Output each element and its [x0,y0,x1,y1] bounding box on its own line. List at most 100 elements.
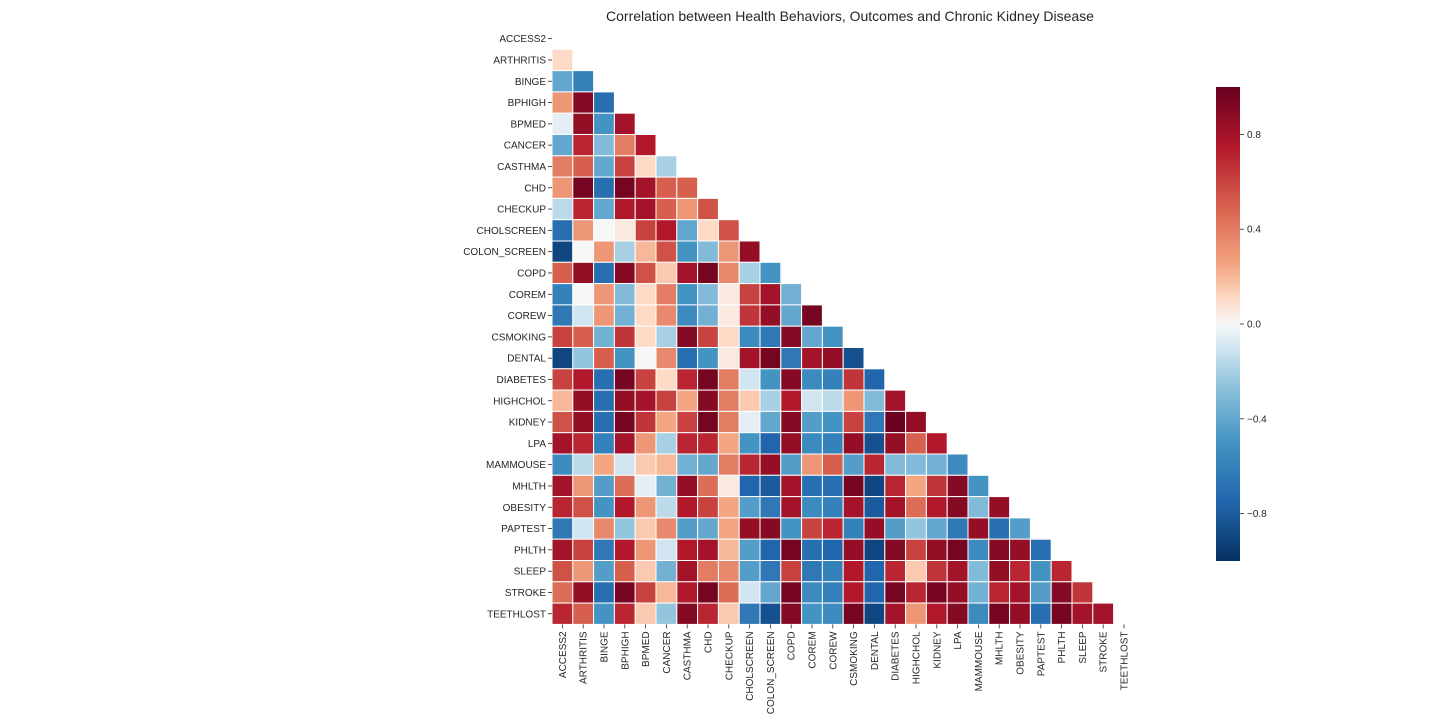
heatmap-cell [676,240,699,263]
heatmap-cell [613,410,636,434]
heatmap-cell [801,474,823,498]
heatmap-cell [738,368,761,391]
x-tick-label: COPD [787,631,798,660]
heatmap-cell [946,602,969,625]
heatmap-cell [572,176,595,199]
heatmap-cell [780,347,803,370]
heatmap-cell [842,432,865,455]
heatmap-cell [884,474,907,498]
heatmap-cell [572,219,595,242]
heatmap-cell [572,496,595,519]
heatmap-cell [780,283,803,306]
heatmap-cell [655,453,678,476]
heatmap-cell [613,602,636,625]
heatmap-cell [676,581,699,604]
heatmap-cell [551,602,574,625]
heatmap-cell [676,602,699,625]
heatmap-cell [634,219,657,242]
heatmap-cell [967,474,990,498]
heatmap-cell [738,283,761,306]
heatmap-cell [925,517,948,540]
x-tick-label: DENTAL [870,631,881,670]
heatmap-cell [1050,560,1073,583]
heatmap-cell [551,283,574,306]
heatmap-cell [676,410,699,434]
y-tick-label: CSMOKING [492,332,547,343]
x-axis-tick-labels: ACCESS2 ARTHRITIS BINGE BPHIGH BPMED CANCER CA… [558,624,1131,714]
heatmap-cell [551,176,574,199]
heatmap-cell [738,560,761,583]
heatmap-cell [593,560,615,583]
heatmap-cell [863,453,886,476]
heatmap-cell [634,176,657,199]
heatmap-cell [738,304,761,327]
heatmap-cell [988,538,1011,562]
heatmap-cell [613,304,636,327]
heatmap-cell [551,91,574,114]
heatmap-cell [572,602,595,625]
heatmap-cell [801,389,823,412]
heatmap-cell [801,453,823,476]
heatmap-cell [697,474,719,498]
heatmap-cell [634,560,657,583]
heatmap-cell [613,176,636,199]
heatmap-cell [655,176,678,199]
heatmap-cell [946,453,969,476]
heatmap-cell [593,219,615,242]
heatmap-cell [780,581,803,604]
heatmap-cell [967,581,990,604]
heatmap-cell [842,517,865,540]
heatmap-cell [572,304,595,327]
y-tick-label: ACCESS2 [499,34,546,45]
heatmap-cell [759,453,782,476]
heatmap-cell [655,219,678,242]
heatmap-cell [780,496,803,519]
heatmap-cell [821,325,844,349]
heatmap-cell [551,560,574,583]
heatmap-cell [863,602,886,625]
y-tick-label: MAMMOUSE [486,460,546,471]
x-tick-label: ACCESS2 [558,631,569,678]
heatmap-cell [634,240,657,263]
heatmap-cell [717,496,740,519]
heatmap-cell [634,410,657,434]
y-tick-label: PHLTH [514,545,546,556]
heatmap-cell [572,240,595,263]
heatmap-cell [759,304,782,327]
heatmap-cell [946,517,969,540]
heatmap-cell [572,347,595,370]
heatmap-cell [593,261,615,285]
heatmap-cell [717,347,740,370]
heatmap-cell [613,474,636,498]
x-tick-label: COREW [828,631,839,670]
y-tick-label: ARTHRITIS [493,55,546,66]
heatmap-cell [717,219,740,242]
heatmap-cell [925,432,948,455]
heatmap-cell [780,474,803,498]
heatmap-cell [572,538,595,562]
heatmap-cell [697,602,719,625]
heatmap-cell [717,538,740,562]
heatmap-cell [613,283,636,306]
x-tick-label: KIDNEY [932,631,943,669]
heatmap-cell [697,389,719,412]
heatmap-cell [905,410,927,434]
heatmap-cell [842,453,865,476]
heatmap-cell [551,389,574,412]
y-tick-label: LPA [528,439,546,450]
heatmap-cell [593,91,615,114]
heatmap-cell [821,432,844,455]
heatmap-cell [593,474,615,498]
heatmap-cell [821,368,844,391]
heatmap-cell [884,602,907,625]
heatmap-cell [717,283,740,306]
heatmap-cell [863,389,886,412]
heatmap-cell [863,474,886,498]
heatmap-cell [551,538,574,562]
y-tick-label: CHECKUP [497,205,546,216]
heatmap-cell [613,197,636,221]
heatmap-cell [842,368,865,391]
x-tick-label: SLEEP [1078,631,1089,664]
heatmap-cell [697,197,719,221]
heatmap-cell [676,219,699,242]
